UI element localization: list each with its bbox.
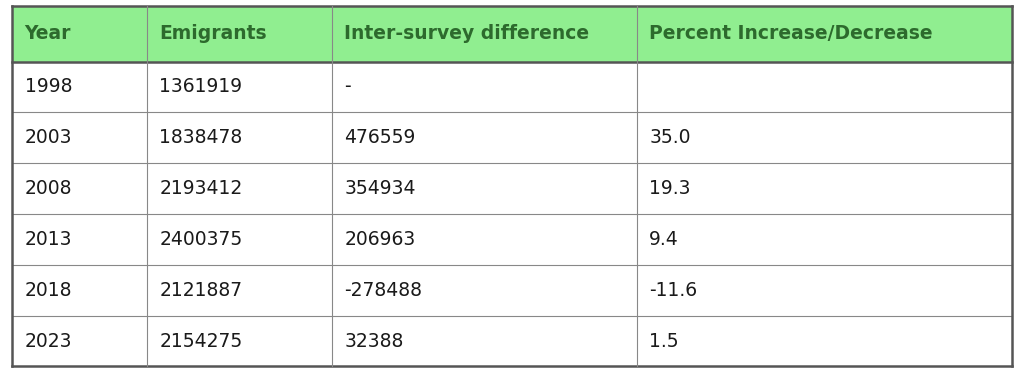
Text: 206963: 206963: [344, 230, 416, 249]
Bar: [12, 112, 147, 163]
Text: 2008: 2008: [25, 179, 72, 198]
Bar: [332, 112, 637, 163]
Bar: [332, 214, 637, 265]
Text: 35.0: 35.0: [649, 128, 691, 147]
Text: Emigrants: Emigrants: [160, 24, 267, 43]
Bar: [12, 315, 147, 366]
Bar: [147, 214, 332, 265]
Text: 2018: 2018: [25, 281, 72, 300]
Text: Inter-survey difference: Inter-survey difference: [344, 24, 590, 43]
Bar: [637, 112, 1012, 163]
Text: 476559: 476559: [344, 128, 416, 147]
Bar: [12, 163, 147, 214]
Text: 1361919: 1361919: [160, 77, 243, 96]
Bar: [12, 214, 147, 265]
Bar: [637, 61, 1012, 112]
Text: 19.3: 19.3: [649, 179, 691, 198]
Bar: [637, 265, 1012, 315]
Text: 1.5: 1.5: [649, 331, 679, 350]
Text: 2013: 2013: [25, 230, 72, 249]
Text: -278488: -278488: [344, 281, 422, 300]
Text: 2154275: 2154275: [160, 331, 243, 350]
Text: 2400375: 2400375: [160, 230, 243, 249]
Bar: [12, 265, 147, 315]
Bar: [332, 61, 637, 112]
Bar: [637, 214, 1012, 265]
Bar: [12, 61, 147, 112]
Text: 1838478: 1838478: [160, 128, 243, 147]
Text: -11.6: -11.6: [649, 281, 697, 300]
Text: 2003: 2003: [25, 128, 72, 147]
Text: 9.4: 9.4: [649, 230, 679, 249]
Bar: [332, 6, 637, 61]
Bar: [637, 163, 1012, 214]
Text: Year: Year: [25, 24, 71, 43]
Bar: [147, 265, 332, 315]
Bar: [147, 112, 332, 163]
Text: 2023: 2023: [25, 331, 72, 350]
Text: Percent Increase/Decrease: Percent Increase/Decrease: [649, 24, 933, 43]
Text: -: -: [344, 77, 351, 96]
Bar: [637, 6, 1012, 61]
Text: 2193412: 2193412: [160, 179, 243, 198]
Bar: [147, 315, 332, 366]
Bar: [332, 163, 637, 214]
Text: 2121887: 2121887: [160, 281, 243, 300]
Bar: [147, 6, 332, 61]
Bar: [332, 265, 637, 315]
Bar: [332, 315, 637, 366]
Text: 1998: 1998: [25, 77, 72, 96]
Text: 354934: 354934: [344, 179, 416, 198]
Bar: [637, 315, 1012, 366]
Text: 32388: 32388: [344, 331, 403, 350]
Bar: [147, 61, 332, 112]
Bar: [12, 6, 147, 61]
Bar: [147, 163, 332, 214]
